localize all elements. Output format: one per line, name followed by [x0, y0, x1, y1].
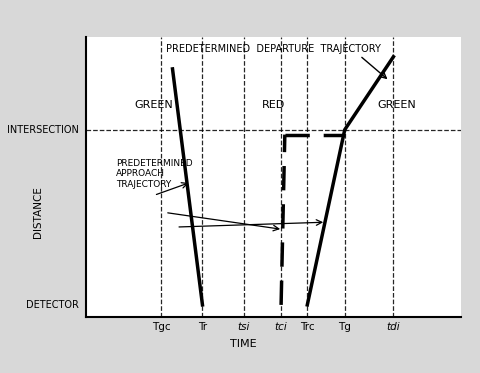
- Text: Tgc: Tgc: [152, 322, 170, 332]
- Text: DISTANCE: DISTANCE: [33, 186, 43, 238]
- Text: Tr: Tr: [198, 322, 207, 332]
- Text: INTERSECTION: INTERSECTION: [7, 125, 79, 135]
- Text: Trc: Trc: [300, 322, 314, 332]
- Text: tci: tci: [275, 322, 288, 332]
- Text: Tg: Tg: [338, 322, 351, 332]
- Text: RED: RED: [262, 100, 285, 110]
- Text: GREEN: GREEN: [378, 100, 417, 110]
- Text: tsi: tsi: [238, 322, 250, 332]
- Text: PREDETERMINED  DEPARTURE  TRAJECTORY: PREDETERMINED DEPARTURE TRAJECTORY: [166, 44, 381, 54]
- Text: DETECTOR: DETECTOR: [26, 300, 79, 310]
- Text: PREDETERMINED
APPROACH
TRAJECTORY: PREDETERMINED APPROACH TRAJECTORY: [116, 159, 193, 189]
- Text: TIME: TIME: [230, 339, 257, 349]
- Text: tdi: tdi: [386, 322, 400, 332]
- Text: GREEN: GREEN: [134, 100, 173, 110]
